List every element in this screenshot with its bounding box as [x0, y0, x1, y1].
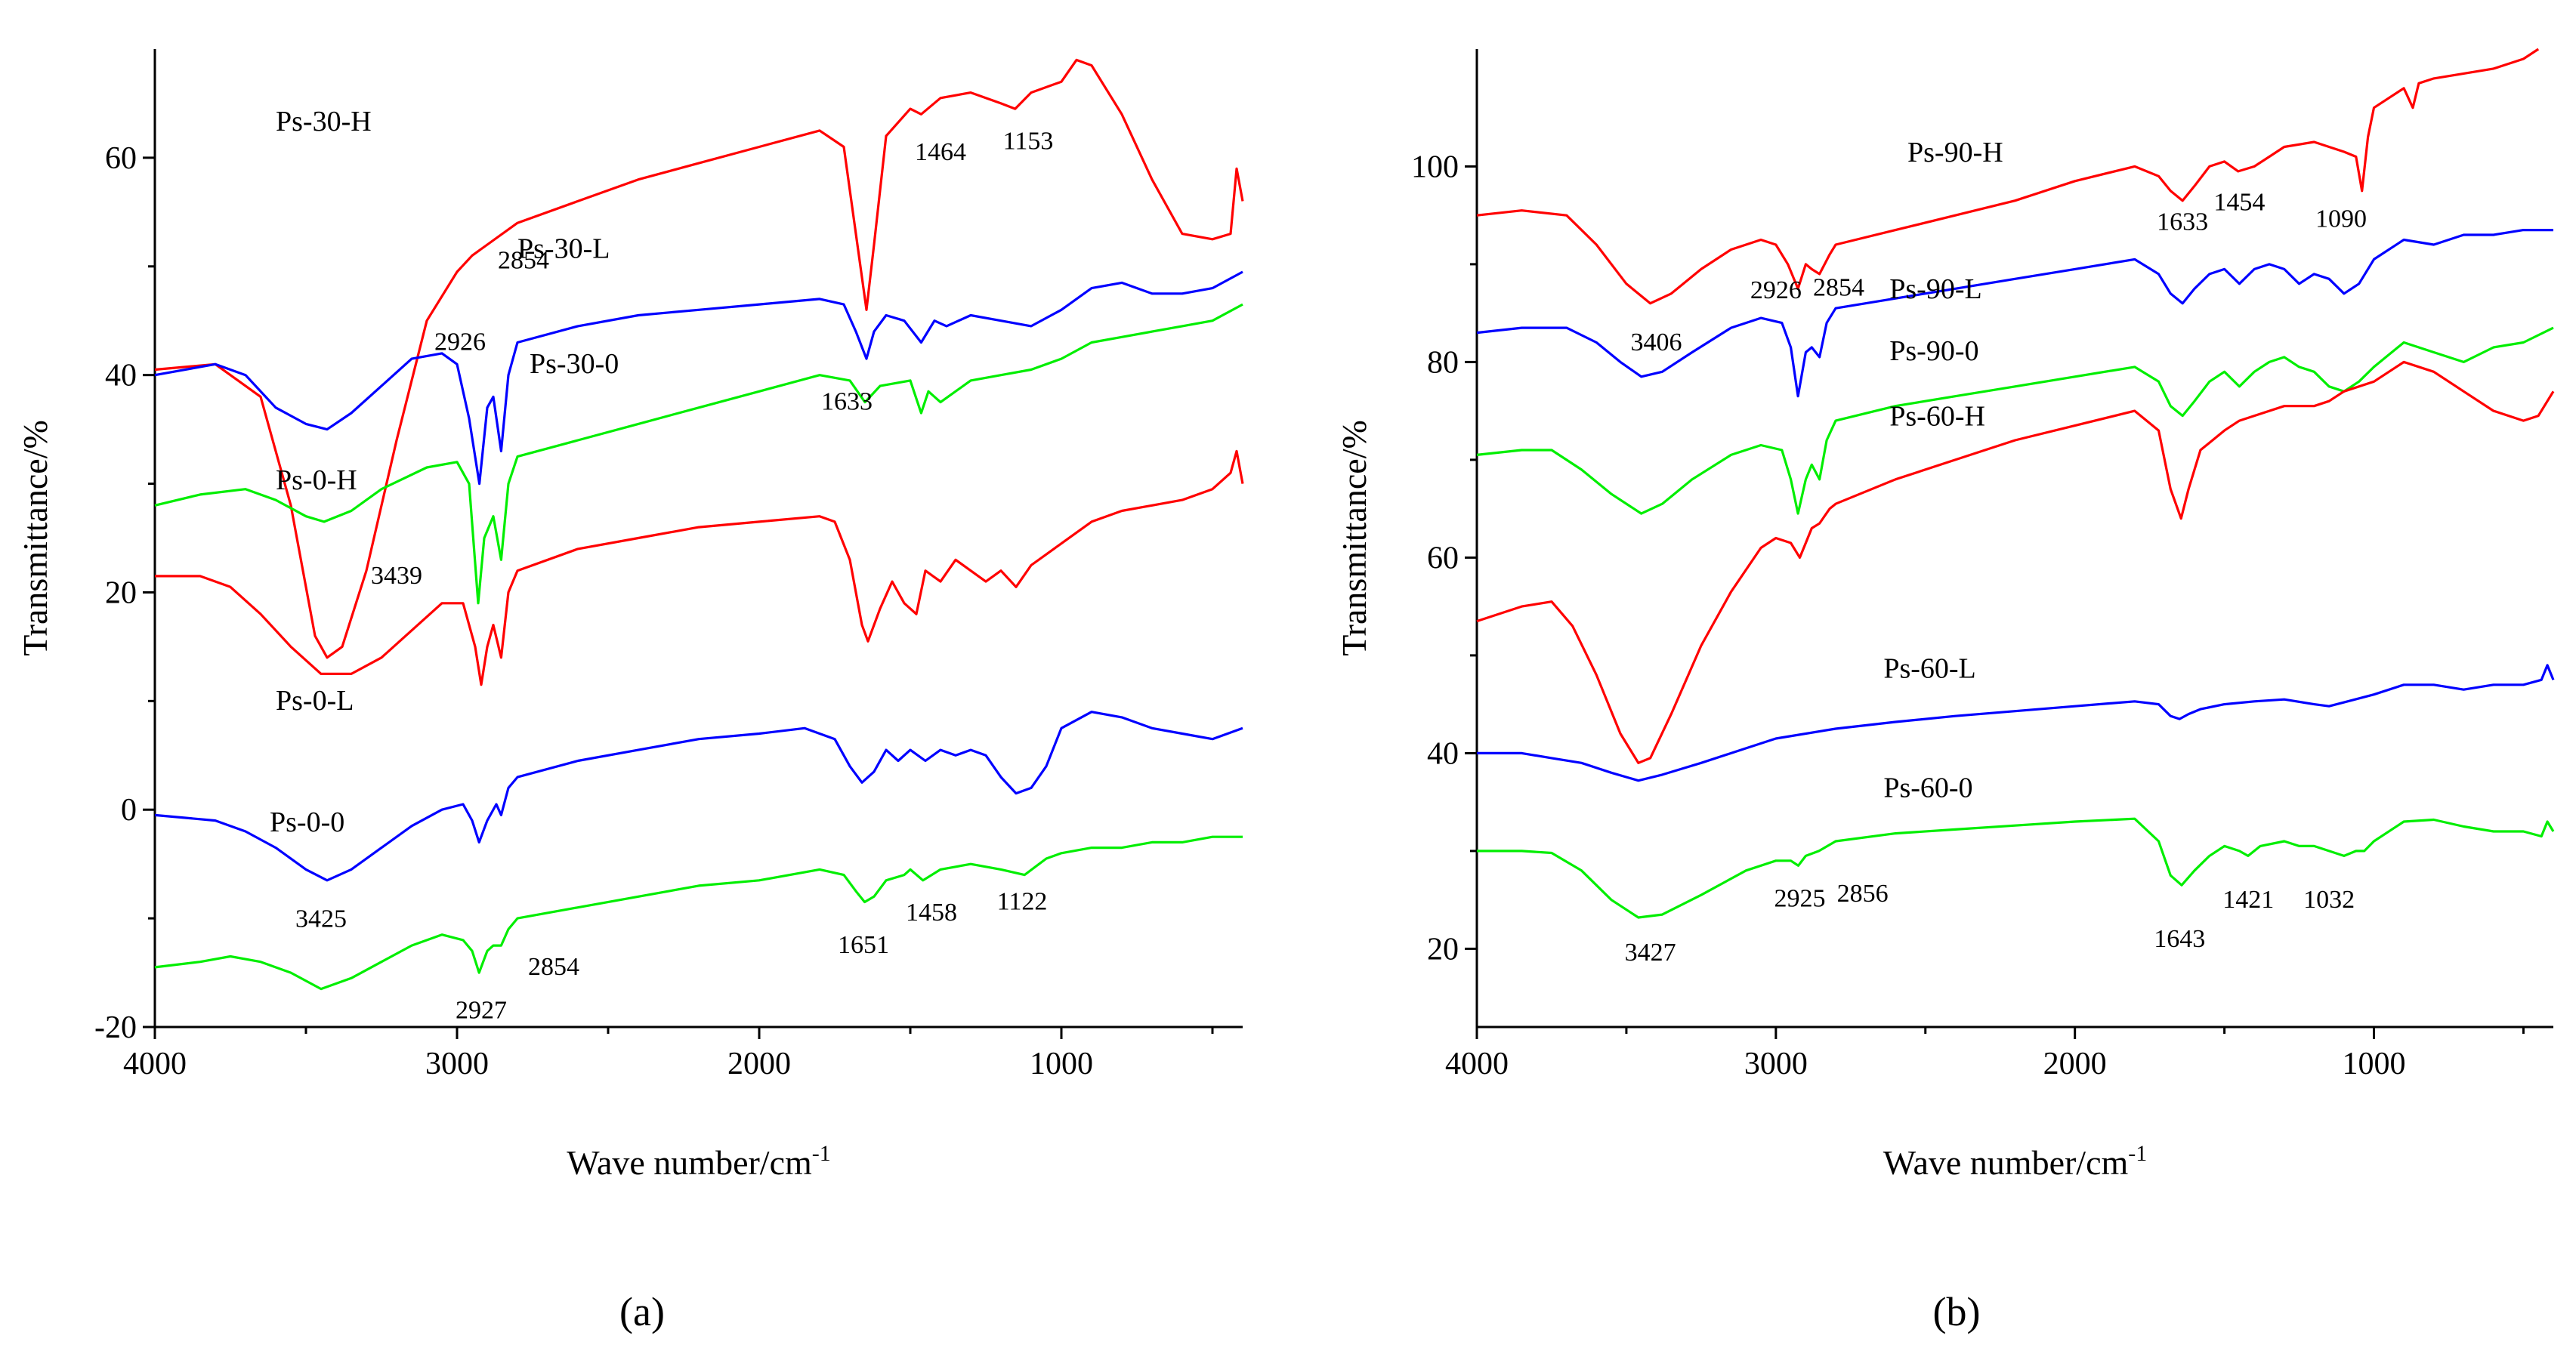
x-tick-label: 1000	[1030, 1047, 1093, 1081]
peak-annotation: 1633	[2157, 208, 2208, 236]
series-line-ps-90-0	[1476, 326, 2554, 515]
y-tick-label: 40	[1427, 736, 1459, 771]
series-label: Ps-60-L	[1883, 653, 1975, 685]
series-label: Ps-90-L	[1889, 273, 1981, 305]
y-tick-label: 60	[1427, 541, 1459, 575]
chart-panel-b: 4000 3000 2000 1000 20 40 60 80 100 Ps-90-H Ps-90-…	[1335, 48, 2555, 1334]
peak-annotation: 1032	[2303, 886, 2355, 914]
peak-annotation: 1454	[2213, 189, 2265, 217]
panel-label: (a)	[619, 1289, 665, 1334]
x-tick-label: 4000	[1445, 1047, 1509, 1081]
chart-panel-a: 4000 3000 2000 1000 -20 0 20 40 60 Ps-30-H Ps-30-L…	[16, 49, 1244, 1334]
peak-annotation: 1643	[2154, 925, 2205, 953]
x-tick-label: 3000	[425, 1047, 489, 1081]
x-axis-label: Wave number/cm-1	[1883, 1141, 2148, 1182]
y-tick-label: 80	[1427, 345, 1459, 380]
panel-label: (b)	[1933, 1289, 1981, 1334]
peak-annotation: 1090	[2315, 205, 2367, 233]
peak-annotation: 2856	[1837, 880, 1889, 908]
series-label: Ps-90-H	[1907, 137, 2003, 168]
x-axis-label-main: Wave number/cm	[567, 1143, 812, 1182]
peak-annotation: 3427	[1625, 939, 1676, 967]
series-label: Ps-30-H	[276, 106, 372, 137]
series-label: Ps-90-0	[1889, 335, 1978, 367]
series-label: Ps-0-H	[276, 464, 357, 496]
peak-annotation: 1122	[997, 888, 1048, 916]
x-axis-label: Wave number/cm-1	[567, 1141, 831, 1182]
y-tick-label: 20	[1427, 932, 1459, 967]
peak-annotation: 2854	[528, 953, 579, 981]
series-line-ps-0-l	[154, 711, 1243, 882]
series-label: Ps-30-0	[530, 348, 619, 380]
peak-annotation: 1458	[906, 899, 957, 927]
series-line-ps-90-h	[1476, 48, 2540, 305]
peak-annotation: 1651	[838, 931, 889, 959]
x-tick-label: 2000	[2043, 1047, 2107, 1081]
series-line-ps-60-l	[1477, 664, 2555, 782]
peak-annotation: 2925	[1774, 885, 1826, 913]
series-line-ps-60-0	[1477, 817, 2555, 919]
series-line-ps-90-l	[1476, 229, 2553, 398]
y-tick-label: 40	[105, 359, 137, 393]
x-axis-label-main: Wave number/cm	[1883, 1143, 2129, 1182]
peak-annotation: 3425	[295, 905, 347, 933]
peak-annotation: 2926	[1750, 276, 1802, 304]
peak-annotation: 3406	[1631, 328, 1682, 356]
peak-annotation: 2854	[498, 247, 549, 275]
series-line-ps-0-0	[154, 835, 1243, 991]
x-tick-label: 2000	[727, 1047, 791, 1081]
series-line-ps-60-h	[1476, 360, 2555, 764]
x-tick-label: 3000	[1744, 1047, 1808, 1081]
x-axis-label-superscript: -1	[2128, 1141, 2147, 1166]
series-label: Ps-0-0	[270, 806, 344, 838]
y-tick-label: 100	[1411, 150, 1459, 184]
peak-annotation: 2926	[434, 328, 486, 356]
series-label: Ps-60-0	[1883, 773, 1972, 804]
peak-annotation: 1153	[1003, 127, 1054, 155]
x-axis-label-superscript: -1	[812, 1141, 831, 1166]
y-tick-label: 0	[121, 793, 137, 828]
y-axis-label: Transmittance/%	[16, 420, 54, 656]
peak-annotation: 2854	[1813, 273, 1864, 301]
series-line-ps-30-l	[154, 270, 1243, 486]
peak-annotation: 1464	[915, 138, 966, 166]
x-tick-label: 4000	[123, 1047, 187, 1081]
peak-annotation: 1421	[2222, 886, 2274, 914]
peak-annotation: 1633	[821, 388, 873, 416]
series-line-ps-0-h	[155, 449, 1244, 686]
y-tick-label: 20	[105, 575, 137, 610]
y-tick-label: 60	[105, 141, 137, 176]
series-line-ps-30-h	[154, 58, 1244, 659]
peak-annotation: 3439	[371, 562, 422, 590]
series-label: Ps-60-H	[1889, 401, 1985, 433]
y-axis-label: Transmittance/%	[1335, 420, 1373, 656]
series-label: Ps-30-L	[517, 233, 610, 264]
peak-annotation: 2927	[456, 996, 507, 1024]
y-tick-label: -20	[94, 1010, 137, 1045]
x-tick-label: 1000	[2343, 1047, 2406, 1081]
series-label: Ps-0-L	[276, 685, 354, 717]
series-line-ps-30-0	[154, 303, 1243, 605]
